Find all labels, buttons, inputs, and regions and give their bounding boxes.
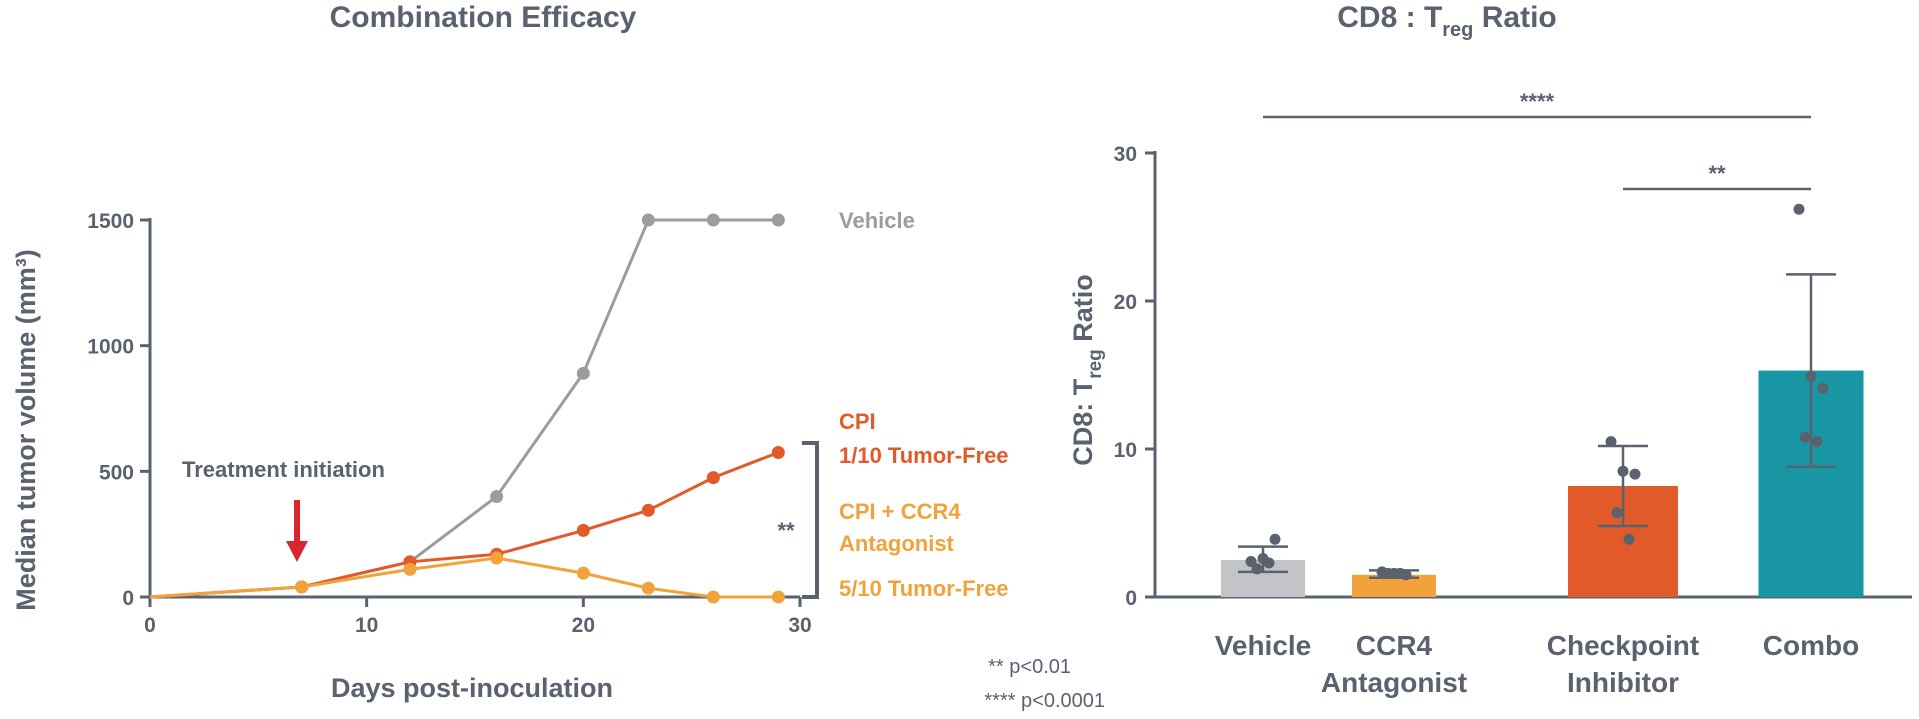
combo-tumor-free-label: 5/10 Tumor-Free xyxy=(839,576,1009,601)
line-data-point xyxy=(771,445,785,459)
bar-chart: CD8 : Treg Ratio CD8: Treg Ratio 0 10 20 30… xyxy=(1068,1,1912,698)
line-y-tick-label: 500 xyxy=(99,461,134,484)
bar-chart-axes: 0 10 20 30 Vehicle CCR4 Antagonist Checkpoint In… xyxy=(1114,143,1912,698)
line-data-point xyxy=(641,503,655,517)
line-x-tick-label: 0 xyxy=(144,614,156,637)
line-chart-y-axis-label: Median tumor volume (mm³) xyxy=(11,249,41,611)
bar-data-point xyxy=(1623,533,1635,545)
bar-category-label-line2: Antagonist xyxy=(1321,667,1467,698)
cpi-tumor-free-label: 1/10 Tumor-Free xyxy=(839,443,1009,468)
significance-bracket xyxy=(802,441,819,599)
line-significance-marker: ** xyxy=(777,518,795,543)
cpi-series-label: CPI xyxy=(839,409,876,434)
line-data-point xyxy=(576,566,590,580)
significance-marker: **** xyxy=(1520,89,1555,114)
bar-data-point xyxy=(1269,533,1281,545)
line-data-point xyxy=(771,590,785,604)
bar-y-tick-label: 20 xyxy=(1114,291,1137,314)
treatment-initiation-label: Treatment initiation xyxy=(182,457,385,482)
bar-data-point xyxy=(1799,431,1811,443)
bar-data-point xyxy=(1605,436,1617,448)
line-data-point xyxy=(490,489,504,503)
line-data-point xyxy=(641,581,655,595)
line-data-point xyxy=(490,551,504,565)
bar-category-label-line2: Inhibitor xyxy=(1567,667,1679,698)
bar-y-tick-label: 10 xyxy=(1114,439,1137,462)
line-series-path xyxy=(149,218,779,599)
bar-data-point xyxy=(1263,557,1275,569)
line-x-tick-label: 10 xyxy=(355,614,378,637)
line-data-point xyxy=(295,580,309,594)
bar-chart-title: CD8 : Treg Ratio xyxy=(1337,1,1556,41)
line-data-point xyxy=(706,471,720,485)
combo-series-label-line2: Antagonist xyxy=(839,531,955,556)
bar-y-tick-label: 0 xyxy=(1125,587,1137,610)
bar xyxy=(1352,574,1436,597)
bar-data-point xyxy=(1617,465,1629,477)
line-chart-title: Combination Efficacy xyxy=(330,1,637,34)
line-data-point xyxy=(403,562,417,576)
bar-data-point xyxy=(1245,555,1257,567)
bar-data-point xyxy=(1629,468,1641,480)
treatment-arrow-icon xyxy=(286,500,308,562)
line-series-path xyxy=(149,556,779,599)
line-data-point xyxy=(576,523,590,537)
bar-category-label: Vehicle xyxy=(1215,630,1312,661)
bar-data-point xyxy=(1382,567,1394,579)
bar-data-point xyxy=(1394,567,1406,579)
bar-data-point xyxy=(1251,563,1263,575)
vehicle-series-label: Vehicle xyxy=(839,208,915,233)
bar-data-point xyxy=(1817,382,1829,394)
line-x-tick-label: 30 xyxy=(788,614,811,637)
line-chart-axes: 0 500 1000 1500 0 10 20 30 xyxy=(87,210,811,637)
footnote-p001: ** p<0.01 xyxy=(988,656,1071,678)
line-y-tick-label: 0 xyxy=(122,587,134,610)
bar-category-label: CCR4 xyxy=(1356,630,1433,661)
line-chart-series xyxy=(149,213,785,604)
bar-chart-y-axis-label: CD8: Treg Ratio xyxy=(1068,274,1106,466)
line-data-point xyxy=(771,213,785,227)
bar-data-point xyxy=(1805,370,1817,382)
footnote-p00001: **** p<0.0001 xyxy=(984,690,1105,712)
bar-chart-significance: ****** xyxy=(1263,89,1811,191)
line-x-tick-label: 20 xyxy=(572,614,595,637)
bar-category-label: Checkpoint xyxy=(1547,630,1699,661)
line-y-tick-label: 1500 xyxy=(87,210,134,233)
line-data-point xyxy=(706,590,720,604)
line-data-point xyxy=(706,213,720,227)
bar-data-point xyxy=(1793,203,1805,215)
bar-y-tick-label: 30 xyxy=(1114,143,1137,166)
line-data-point xyxy=(576,366,590,380)
bar-chart-marks xyxy=(1221,203,1864,597)
combo-series-label-line1: CPI + CCR4 xyxy=(839,499,961,524)
bar-data-point xyxy=(1611,507,1623,519)
bar-data-point xyxy=(1811,436,1823,448)
bar-category-label: Combo xyxy=(1763,630,1859,661)
line-data-point xyxy=(641,213,655,227)
line-chart-x-axis-label: Days post-inoculation xyxy=(331,673,613,703)
line-y-tick-label: 1000 xyxy=(87,336,134,359)
line-chart: Combination Efficacy Median tumor volume… xyxy=(11,1,1009,703)
significance-marker: ** xyxy=(1708,161,1726,186)
